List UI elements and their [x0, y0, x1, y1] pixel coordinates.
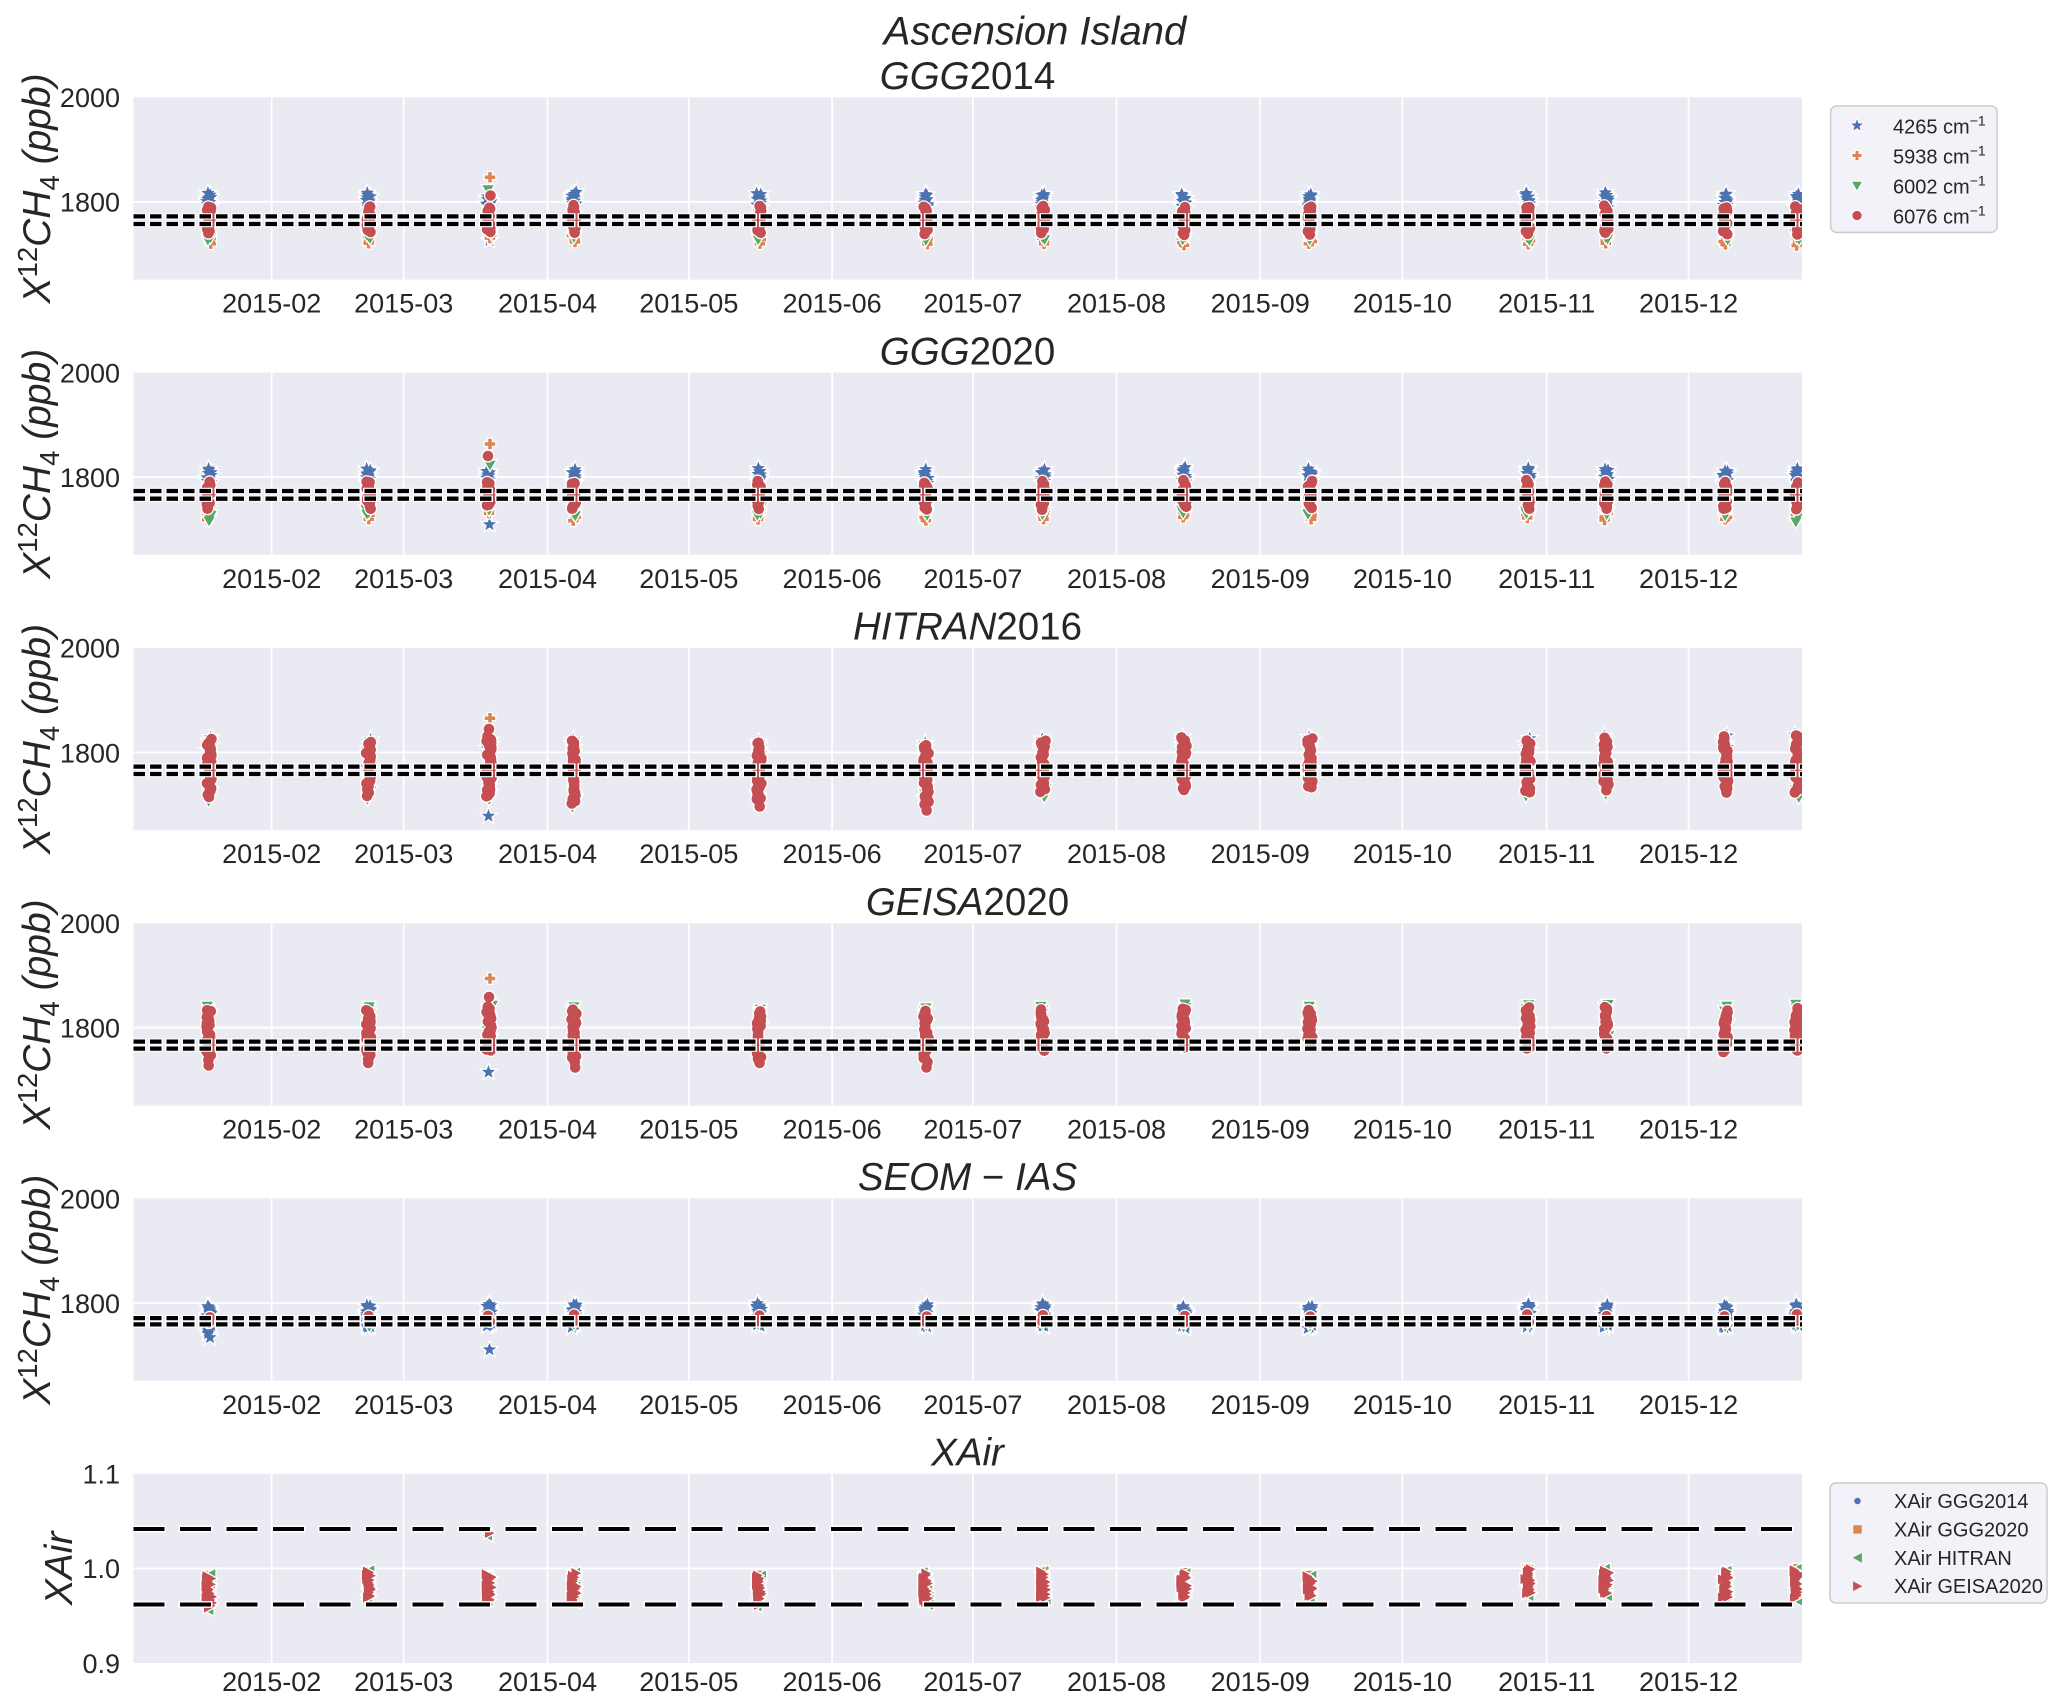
svg-text:2015-05: 2015-05	[639, 564, 738, 594]
svg-text:2015-09: 2015-09	[1211, 564, 1310, 594]
svg-text:2015-08: 2015-08	[1067, 1390, 1166, 1420]
svg-text:2015-04: 2015-04	[498, 1390, 597, 1420]
svg-text:2015-07: 2015-07	[923, 1390, 1022, 1420]
svg-text:X12CH4 (ppb): X12CH4 (ppb)	[12, 1175, 65, 1406]
svg-text:XAir GGG2020: XAir GGG2020	[1894, 1519, 2029, 1541]
svg-text:2015-12: 2015-12	[1639, 1667, 1738, 1697]
svg-text:2015-08: 2015-08	[1067, 1115, 1166, 1145]
svg-text:2015-11: 2015-11	[1498, 1667, 1595, 1697]
svg-text:2015-07: 2015-07	[923, 839, 1022, 869]
svg-text:1800: 1800	[60, 188, 120, 218]
svg-text:2015-04: 2015-04	[498, 1667, 597, 1697]
svg-text:2015-04: 2015-04	[498, 289, 597, 319]
svg-text:2015-02: 2015-02	[222, 1667, 321, 1697]
svg-text:XAir HITRAN: XAir HITRAN	[1894, 1548, 2012, 1570]
svg-text:2015-06: 2015-06	[783, 839, 882, 869]
svg-text:2015-09: 2015-09	[1211, 1667, 1310, 1697]
svg-text:1.0: 1.0	[82, 1554, 120, 1584]
svg-text:0.9: 0.9	[82, 1649, 120, 1679]
svg-text:2015-08: 2015-08	[1067, 839, 1166, 869]
svg-text:2015-07: 2015-07	[923, 289, 1022, 319]
svg-text:2015-03: 2015-03	[354, 839, 453, 869]
svg-text:2015-06: 2015-06	[783, 289, 882, 319]
svg-text:2015-03: 2015-03	[354, 1390, 453, 1420]
svg-text:2015-03: 2015-03	[354, 564, 453, 594]
svg-text:2000: 2000	[60, 909, 120, 939]
svg-text:2000: 2000	[60, 83, 120, 113]
svg-text:2015-02: 2015-02	[222, 839, 321, 869]
svg-text:2015-10: 2015-10	[1353, 289, 1452, 319]
svg-text:2015-04: 2015-04	[498, 564, 597, 594]
svg-text:2000: 2000	[60, 634, 120, 664]
svg-text:XAir GGG2014: XAir GGG2014	[1894, 1491, 2029, 1513]
svg-text:XAir: XAir	[930, 1432, 1006, 1475]
svg-text:XAir GEISA2020: XAir GEISA2020	[1894, 1576, 2043, 1598]
svg-text:2015-07: 2015-07	[923, 1115, 1022, 1145]
svg-text:2015-10: 2015-10	[1353, 1667, 1452, 1697]
svg-text:X12CH4 (ppb): X12CH4 (ppb)	[12, 73, 65, 304]
svg-text:4265 cm−1: 4265 cm−1	[1893, 113, 1986, 139]
svg-text:1800: 1800	[60, 1014, 120, 1044]
svg-text:2015-03: 2015-03	[354, 289, 453, 319]
svg-text:2015-12: 2015-12	[1639, 1115, 1738, 1145]
svg-text:2015-11: 2015-11	[1498, 289, 1595, 319]
svg-text:2000: 2000	[60, 1184, 120, 1214]
svg-text:2015-05: 2015-05	[639, 1115, 738, 1145]
svg-text:2015-12: 2015-12	[1639, 289, 1738, 319]
svg-text:2015-11: 2015-11	[1498, 1390, 1595, 1420]
svg-text:2015-11: 2015-11	[1498, 564, 1595, 594]
svg-text:X12CH4 (ppb): X12CH4 (ppb)	[12, 349, 65, 580]
svg-text:2015-03: 2015-03	[354, 1115, 453, 1145]
svg-text:2015-09: 2015-09	[1211, 839, 1310, 869]
svg-text:2015-10: 2015-10	[1353, 839, 1452, 869]
svg-text:2015-10: 2015-10	[1353, 1115, 1452, 1145]
svg-text:2015-05: 2015-05	[639, 1390, 738, 1420]
svg-text:2015-10: 2015-10	[1353, 564, 1452, 594]
svg-text:2015-05: 2015-05	[639, 1667, 738, 1697]
svg-text:1800: 1800	[60, 1289, 120, 1319]
svg-text:2015-04: 2015-04	[498, 1115, 597, 1145]
svg-text:X12CH4 (ppb): X12CH4 (ppb)	[12, 899, 65, 1130]
svg-text:2015-09: 2015-09	[1211, 289, 1310, 319]
svg-text:2015-06: 2015-06	[783, 1115, 882, 1145]
svg-text:2015-03: 2015-03	[354, 1667, 453, 1697]
svg-text:XAir: XAir	[38, 1530, 81, 1607]
svg-text:X12CH4 (ppb): X12CH4 (ppb)	[12, 624, 65, 855]
svg-text:2000: 2000	[60, 358, 120, 388]
svg-text:2015-02: 2015-02	[222, 289, 321, 319]
svg-text:2015-09: 2015-09	[1211, 1390, 1310, 1420]
svg-text:GGG2020: GGG2020	[880, 330, 1056, 373]
svg-text:1800: 1800	[60, 463, 120, 493]
svg-text:2015-05: 2015-05	[639, 289, 738, 319]
svg-text:2015-11: 2015-11	[1498, 1115, 1595, 1145]
svg-text:2015-12: 2015-12	[1639, 1390, 1738, 1420]
svg-text:2015-06: 2015-06	[783, 564, 882, 594]
svg-text:2015-11: 2015-11	[1498, 839, 1595, 869]
svg-text:GEISA2020: GEISA2020	[866, 881, 1069, 924]
svg-text:HITRAN2016: HITRAN2016	[853, 606, 1082, 649]
svg-text:2015-07: 2015-07	[923, 564, 1022, 594]
svg-text:2015-12: 2015-12	[1639, 564, 1738, 594]
svg-text:2015-02: 2015-02	[222, 564, 321, 594]
svg-text:2015-08: 2015-08	[1067, 1667, 1166, 1697]
svg-text:SEOM − IAS: SEOM − IAS	[858, 1156, 1078, 1199]
svg-text:2015-06: 2015-06	[783, 1667, 882, 1697]
svg-text:2015-07: 2015-07	[923, 1667, 1022, 1697]
svg-text:2015-08: 2015-08	[1067, 564, 1166, 594]
svg-text:2015-02: 2015-02	[222, 1115, 321, 1145]
svg-text:2015-05: 2015-05	[639, 839, 738, 869]
svg-text:2015-08: 2015-08	[1067, 289, 1166, 319]
svg-text:2015-10: 2015-10	[1353, 1390, 1452, 1420]
svg-text:2015-02: 2015-02	[222, 1390, 321, 1420]
svg-text:2015-04: 2015-04	[498, 839, 597, 869]
svg-text:2015-09: 2015-09	[1211, 1115, 1310, 1145]
svg-text:Ascension Island: Ascension Island	[882, 10, 1188, 54]
svg-text:GGG2014: GGG2014	[880, 55, 1056, 98]
svg-text:2015-06: 2015-06	[783, 1390, 882, 1420]
svg-text:1800: 1800	[60, 738, 120, 768]
svg-text:1.1: 1.1	[82, 1460, 120, 1490]
svg-text:2015-12: 2015-12	[1639, 839, 1738, 869]
